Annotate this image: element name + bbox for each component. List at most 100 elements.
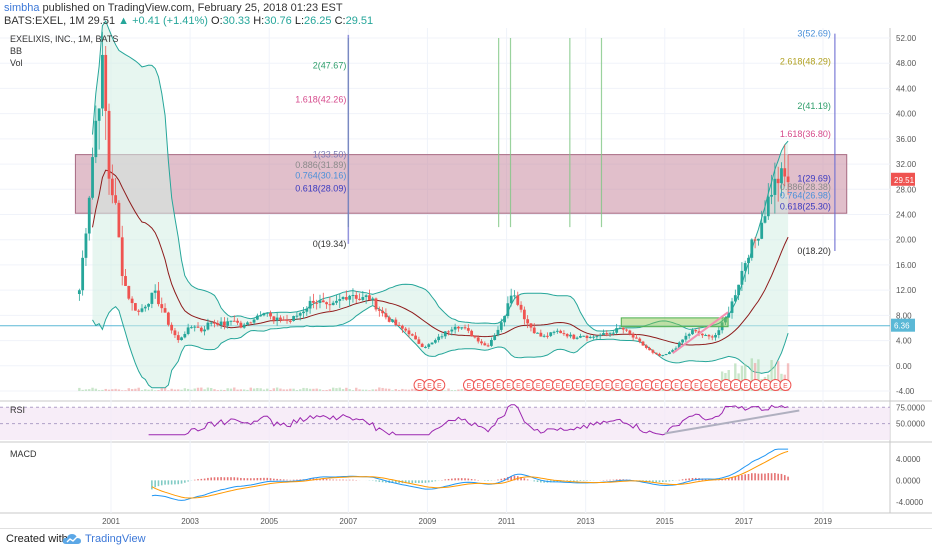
candle-body [246, 322, 249, 324]
volume-bar [233, 388, 235, 391]
candle-body [144, 307, 147, 309]
candle-body [200, 328, 203, 332]
candle-body [150, 293, 153, 304]
rsi-tick-label: 50.0000 [896, 420, 925, 429]
volume-bar [121, 390, 123, 391]
bb-indicator-label[interactable]: BB [10, 46, 22, 56]
macd-histogram-bar [758, 474, 760, 481]
candle-body [576, 338, 579, 339]
low-value: 26.25 [304, 15, 332, 27]
macd-histogram-bar [177, 480, 179, 484]
candle-body [454, 327, 457, 330]
symbol-label[interactable]: BATS:EXEL, 1M [4, 15, 85, 27]
macd-histogram-bar [336, 480, 338, 481]
volume-bar [128, 388, 130, 391]
macd-histogram-bar [533, 480, 535, 481]
macd-histogram-bar [280, 479, 282, 480]
macd-histogram-bar [168, 480, 170, 484]
rsi-label[interactable]: RSI [10, 405, 25, 415]
macd-histogram-bar [349, 480, 351, 481]
volume-bar [164, 388, 166, 391]
time-tick-label: 2011 [498, 517, 516, 526]
macd-histogram-bar [273, 479, 275, 481]
time-tick-label: 2017 [735, 517, 753, 526]
candle-body [94, 121, 97, 157]
candle-body [263, 313, 266, 315]
time-tick-label: 2009 [419, 517, 437, 526]
macd-pane[interactable] [0, 444, 890, 522]
macd-histogram-bar [408, 480, 410, 483]
candle-body [586, 336, 589, 338]
macd-histogram-bar [735, 477, 737, 481]
macd-histogram-bar [415, 480, 417, 483]
volume-bar [137, 388, 139, 391]
vol-indicator-label[interactable]: Vol [10, 58, 23, 68]
fib-left-label: 2(47.67) [313, 60, 347, 70]
volume-bar [447, 389, 449, 391]
volume-bar [91, 388, 93, 391]
volume-bar [451, 390, 453, 391]
tradingview-brand[interactable]: TradingView [85, 533, 146, 545]
volume-bar [111, 389, 113, 391]
volume-bar [203, 389, 205, 391]
earnings-letter: E [467, 383, 472, 390]
volume-bar [279, 389, 281, 391]
fib-right-label: 3(52.69) [797, 29, 831, 39]
volume-bar [144, 389, 146, 391]
volume-bar [325, 390, 327, 391]
price-tick-label: 44.00 [896, 84, 917, 93]
macd-histogram-bar [201, 479, 203, 480]
candle-body [559, 331, 562, 333]
candle-body [381, 311, 384, 313]
candle-body [282, 320, 285, 321]
candle-body [226, 321, 229, 326]
macd-label[interactable]: MACD [10, 449, 37, 459]
candle-body [602, 333, 605, 335]
volume-bar [105, 389, 107, 391]
candle-body [91, 157, 94, 198]
volume-bar [226, 388, 228, 391]
candle-body [767, 197, 770, 217]
author-name[interactable]: simbha [4, 2, 39, 14]
candle-body [325, 302, 328, 304]
candle-body [289, 321, 292, 322]
volume-bar [190, 390, 192, 391]
candle-body [371, 298, 374, 299]
price-tick-label: 4.00 [896, 337, 912, 346]
candle-body [309, 301, 312, 309]
price-tick-label: 20.00 [896, 236, 917, 245]
candle-body [655, 353, 658, 354]
earnings-letter: E [605, 383, 610, 390]
candle-body [642, 342, 645, 346]
candle-body [543, 336, 546, 337]
macd-histogram-bar [184, 480, 186, 482]
candle-body [358, 299, 361, 300]
candle-body [563, 333, 566, 334]
candle-body [332, 303, 335, 305]
earnings-letter: E [684, 383, 689, 390]
volume-bar [411, 389, 413, 391]
macd-histogram-bar [329, 479, 331, 480]
candle-body [180, 337, 183, 340]
candle-body [111, 179, 114, 196]
price-tick-label: 32.00 [896, 160, 917, 169]
candle-body [579, 336, 582, 338]
macd-histogram-bar [771, 473, 773, 480]
candle-body [368, 295, 371, 300]
candle-body [101, 55, 104, 108]
macd-histogram-bar [784, 475, 786, 480]
candle-body [773, 179, 776, 195]
candle-body [388, 317, 391, 322]
volume-bar [401, 389, 403, 391]
candle-body [711, 336, 714, 337]
candle-body [549, 332, 552, 336]
macd-histogram-bar [158, 480, 160, 486]
macd-histogram-bar [527, 479, 529, 480]
candle-body [338, 299, 341, 301]
volume-bar [101, 390, 103, 391]
candle-body [513, 295, 516, 296]
volume-bar [273, 388, 275, 391]
macd-histogram-bar [270, 478, 272, 480]
candle-body [183, 334, 186, 337]
